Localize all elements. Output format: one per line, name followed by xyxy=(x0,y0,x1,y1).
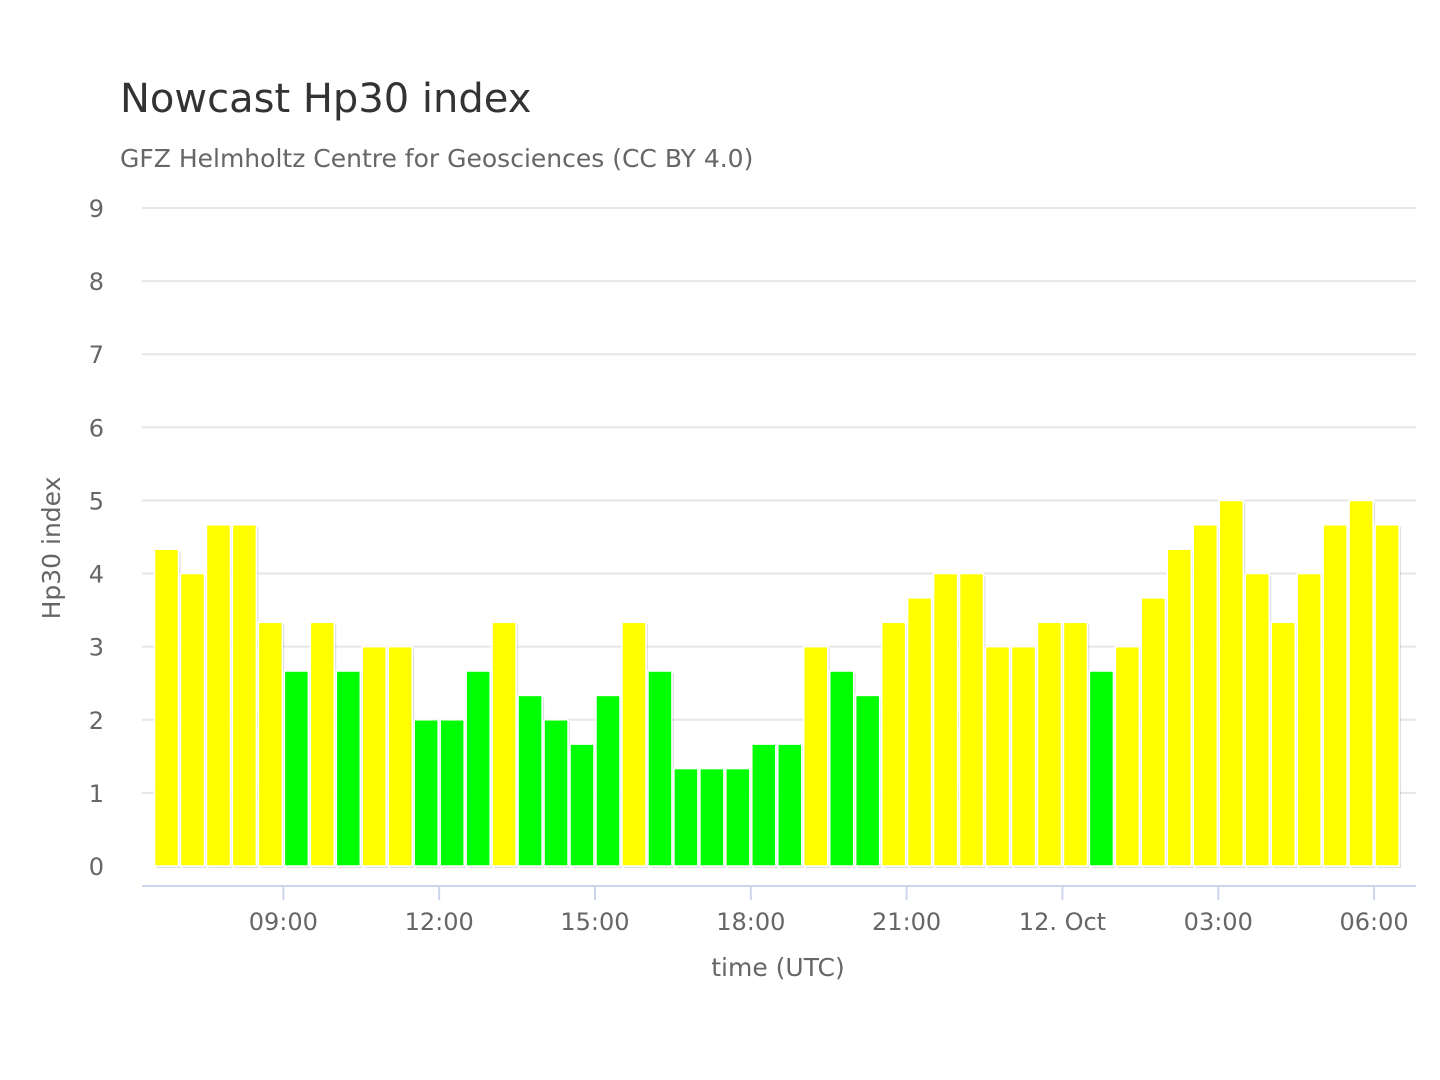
bar[interactable] xyxy=(413,719,439,867)
bar[interactable] xyxy=(335,670,362,867)
x-tick-label: 03:00 xyxy=(1184,908,1253,936)
y-tick-label: 3 xyxy=(89,634,104,662)
bar[interactable] xyxy=(465,670,491,867)
y-tick-label: 6 xyxy=(89,414,104,442)
bar[interactable] xyxy=(777,743,803,867)
y-tick-label: 5 xyxy=(89,487,104,515)
bar[interactable] xyxy=(491,621,517,867)
bar[interactable] xyxy=(1036,621,1063,867)
bar[interactable] xyxy=(1374,524,1400,867)
bar[interactable] xyxy=(1166,548,1193,867)
bar[interactable] xyxy=(751,743,777,867)
bar[interactable] xyxy=(1296,572,1322,867)
y-axis-ticks: 0 1 2 3 4 5 6 7 8 9 xyxy=(89,195,104,881)
bar[interactable] xyxy=(699,767,725,867)
x-tick-label: 12. Oct xyxy=(1019,908,1106,936)
bar[interactable] xyxy=(231,524,258,867)
bar[interactable] xyxy=(595,694,621,867)
y-tick-label: 2 xyxy=(89,707,104,735)
y-tick-label: 9 xyxy=(89,195,104,223)
y-axis-title: Hp30 index xyxy=(37,477,66,620)
bar[interactable] xyxy=(1062,621,1089,867)
bar[interactable] xyxy=(725,767,751,867)
bar[interactable] xyxy=(854,694,881,867)
y-tick-label: 7 xyxy=(89,341,104,369)
bar[interactable] xyxy=(1010,645,1037,867)
chart-title: Nowcast Hp30 index xyxy=(120,76,532,122)
bar[interactable] xyxy=(1218,499,1245,867)
bar[interactable] xyxy=(621,621,647,867)
x-tick-label: 15:00 xyxy=(560,908,629,936)
bar[interactable] xyxy=(283,670,310,867)
bar[interactable] xyxy=(828,670,855,867)
x-tick-label: 21:00 xyxy=(872,908,941,936)
bar[interactable] xyxy=(543,719,569,867)
bar[interactable] xyxy=(906,597,933,867)
bar[interactable] xyxy=(1322,524,1348,867)
bar[interactable] xyxy=(1088,670,1115,867)
bar[interactable] xyxy=(387,645,413,867)
bar[interactable] xyxy=(1348,499,1374,867)
bar[interactable] xyxy=(517,694,543,867)
x-axis-title: time (UTC) xyxy=(711,953,845,982)
chart-subtitle: GFZ Helmholtz Centre for Geosciences (CC… xyxy=(120,144,754,173)
bar[interactable] xyxy=(932,572,959,867)
bar[interactable] xyxy=(257,621,284,867)
bar[interactable] xyxy=(1244,572,1270,867)
y-tick-label: 8 xyxy=(89,268,104,296)
bar[interactable] xyxy=(1192,524,1219,867)
x-tick-label: 18:00 xyxy=(716,908,785,936)
bar[interactable] xyxy=(179,572,206,867)
bar[interactable] xyxy=(647,670,673,867)
x-tick-label: 06:00 xyxy=(1340,908,1409,936)
bar[interactable] xyxy=(309,621,336,867)
bar[interactable] xyxy=(1270,621,1296,867)
y-tick-label: 4 xyxy=(89,561,104,589)
x-tick-label: 09:00 xyxy=(249,908,318,936)
bar[interactable] xyxy=(205,524,232,867)
bar[interactable] xyxy=(984,645,1011,867)
bar[interactable] xyxy=(880,621,907,867)
bar-series xyxy=(153,499,1402,868)
bar[interactable] xyxy=(439,719,465,867)
bar[interactable] xyxy=(1114,645,1141,867)
x-tick-label: 12:00 xyxy=(405,908,474,936)
bar[interactable] xyxy=(958,572,985,867)
bar[interactable] xyxy=(569,743,595,867)
bar[interactable] xyxy=(1140,597,1167,867)
y-tick-label: 1 xyxy=(89,780,104,808)
bar[interactable] xyxy=(803,645,829,867)
bar[interactable] xyxy=(153,548,180,867)
bar[interactable] xyxy=(673,767,699,867)
bar[interactable] xyxy=(361,645,388,867)
x-axis: 09:00 12:00 15:00 18:00 21:00 12. Oct 03:00 06:… xyxy=(142,885,1416,936)
y-tick-label: 0 xyxy=(89,853,104,881)
